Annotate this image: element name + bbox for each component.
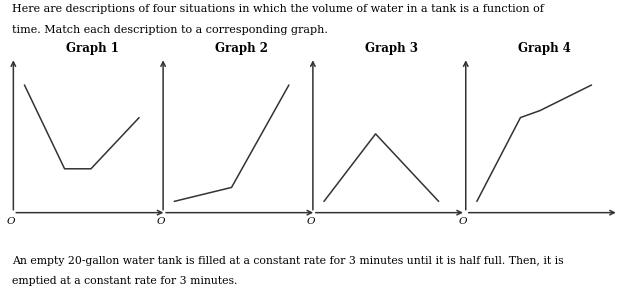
Text: O: O bbox=[306, 217, 314, 226]
Text: O: O bbox=[157, 217, 165, 226]
Text: Graph 2: Graph 2 bbox=[215, 42, 268, 55]
Text: Graph 4: Graph 4 bbox=[518, 42, 571, 55]
Text: emptied at a constant rate for 3 minutes.: emptied at a constant rate for 3 minutes… bbox=[12, 276, 238, 286]
Text: Here are descriptions of four situations in which the volume of water in a tank : Here are descriptions of four situations… bbox=[12, 4, 544, 15]
Text: O: O bbox=[7, 217, 15, 226]
Text: time. Match each description to a corresponding graph.: time. Match each description to a corres… bbox=[12, 25, 328, 35]
Text: An empty 20-gallon water tank is filled at a constant rate for 3 minutes until i: An empty 20-gallon water tank is filled … bbox=[12, 256, 564, 266]
Text: Graph 1: Graph 1 bbox=[66, 42, 119, 55]
Text: Graph 3: Graph 3 bbox=[365, 42, 418, 55]
Text: O: O bbox=[459, 217, 467, 226]
